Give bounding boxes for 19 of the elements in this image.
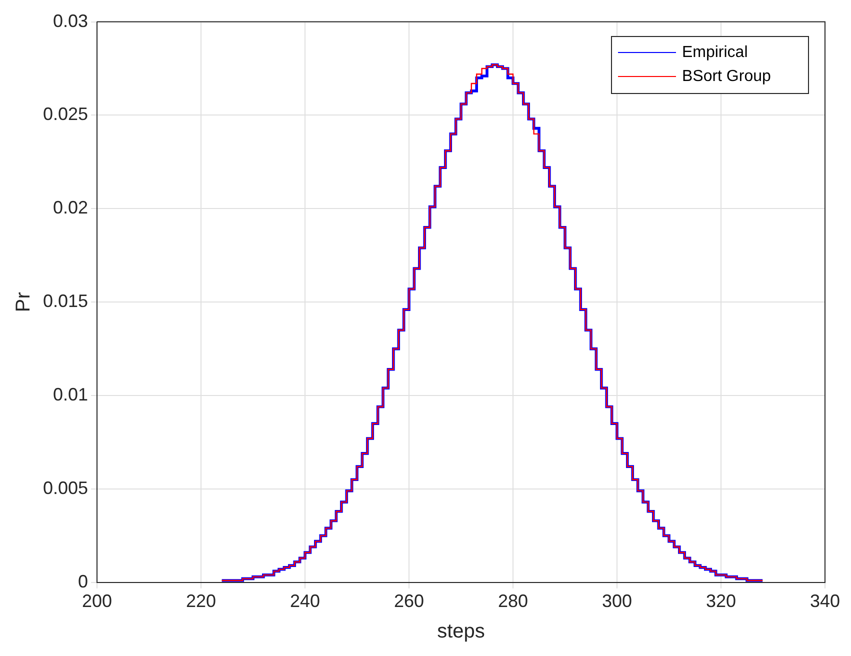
- x-tick-label: 280: [498, 591, 528, 612]
- legend-label: BSort Group: [682, 68, 771, 86]
- x-tick-label: 220: [186, 591, 216, 612]
- y-tick-label: 0.03: [52, 10, 88, 31]
- x-tick-label: 340: [810, 591, 840, 612]
- y-tick-label: 0.005: [42, 478, 88, 498]
- x-tick-label: 320: [706, 591, 736, 612]
- y-axis-title: Pr: [12, 292, 35, 312]
- x-tick-label: 260: [394, 591, 424, 612]
- x-tick-label: 240: [290, 591, 320, 612]
- y-tick-label: 0: [78, 571, 88, 592]
- y-tick-label: 0.025: [42, 104, 88, 124]
- legend-label: Empirical: [682, 44, 748, 62]
- x-tick-label: 200: [82, 591, 112, 612]
- x-tick-label: 300: [602, 591, 632, 612]
- y-tick-label: 0.01: [52, 384, 88, 404]
- x-axis-title: steps: [437, 620, 485, 643]
- y-tick-label: 0.015: [42, 291, 88, 312]
- y-tick-label: 0.02: [52, 198, 88, 218]
